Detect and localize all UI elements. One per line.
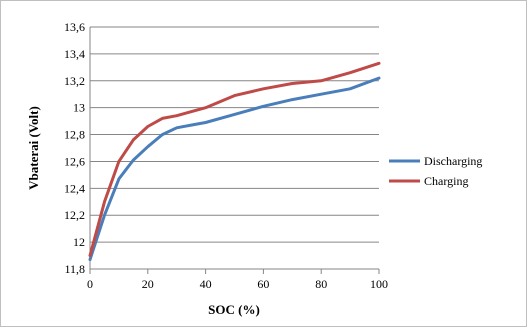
- x-tick-label: 60: [257, 277, 269, 291]
- y-tick-label: 12,8: [64, 128, 85, 142]
- y-tick-label: 12,2: [64, 208, 85, 222]
- y-tick-label: 13,4: [64, 47, 85, 61]
- series-lines: [88, 61, 381, 262]
- y-tick-label: 12,4: [64, 181, 85, 195]
- y-tick-label: 13: [73, 101, 85, 115]
- y-axis-title: Vbaterai (Volt): [26, 106, 41, 190]
- x-tick-label: 100: [370, 277, 388, 291]
- gridlines: [89, 26, 380, 274]
- y-tick-label: 13,2: [64, 74, 85, 88]
- y-tick-label: 13,6: [64, 20, 85, 34]
- x-axis-title: SOC (%): [208, 302, 260, 317]
- legend-label-discharging: Discharging: [424, 154, 482, 168]
- y-tick-label: 11,8: [64, 262, 85, 276]
- y-tick-label: 12,6: [64, 154, 85, 168]
- series-line-charging: [88, 61, 381, 258]
- x-tick-label: 0: [87, 277, 93, 291]
- x-tick-labels: 0 20 40 60 80 100: [87, 277, 388, 291]
- y-tick-label: 12: [73, 235, 85, 249]
- y-tick-labels: 11,8 12 12,2 12,4 12,6 12,8 13 13,2 13,4 13,6: [64, 20, 85, 276]
- legend-label-charging: Charging: [424, 174, 468, 188]
- x-tick-label: 80: [315, 277, 327, 291]
- x-tick-label: 40: [200, 277, 212, 291]
- legend: Discharging Charging: [389, 154, 482, 188]
- series-line-discharging: [88, 76, 381, 262]
- x-tick-label: 20: [142, 277, 154, 291]
